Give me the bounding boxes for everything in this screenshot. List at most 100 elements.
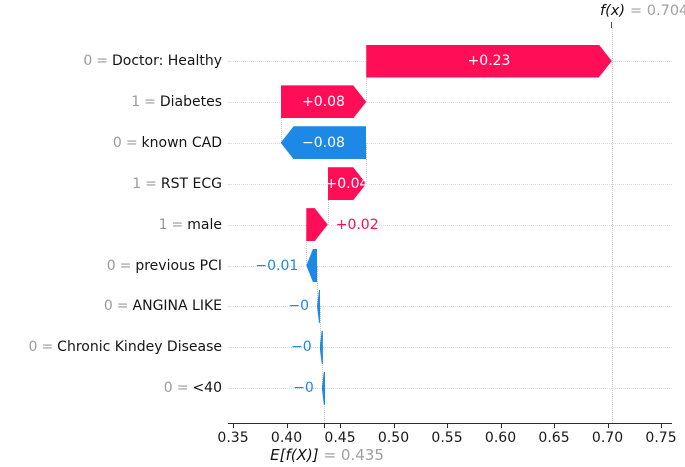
x-axis-tick xyxy=(340,423,342,428)
feature-name: ANGINA LIKE xyxy=(132,298,222,315)
feature-row-label: 0 = Chronic Kindey Disease xyxy=(0,339,222,355)
feature-row-label: 1 = male xyxy=(0,217,222,233)
x-axis-tick xyxy=(661,423,663,428)
feature-value: 0 xyxy=(163,380,173,397)
row-gridline xyxy=(228,101,672,103)
equals-sign: = xyxy=(176,380,189,397)
shap-value-label: −0 xyxy=(291,339,312,356)
equals-sign: = xyxy=(171,216,184,233)
feature-name: RST ECG xyxy=(160,175,222,192)
feature-row-label: 1 = RST ECG xyxy=(0,176,222,192)
row-gridline xyxy=(228,224,672,226)
x-axis-tick-label: 0.55 xyxy=(431,430,463,446)
feature-name: male xyxy=(187,216,222,233)
feature-name: known CAD xyxy=(141,134,222,151)
waterfall-connector-line xyxy=(306,224,308,266)
feature-row-label: 1 = Diabetes xyxy=(0,94,222,110)
equals-sign: = xyxy=(125,134,138,151)
shap-value-label: −0 xyxy=(293,380,314,397)
x-axis-line xyxy=(228,423,672,424)
feature-value: 0 xyxy=(112,134,122,151)
x-axis-tick-label: 0.60 xyxy=(484,430,517,446)
waterfall-connector-line xyxy=(366,142,368,184)
ef-value: = 0.435 xyxy=(323,446,384,464)
feature-name: Doctor: Healthy xyxy=(111,53,222,69)
x-axis-tick-label: 0.65 xyxy=(538,430,570,446)
x-axis-tick xyxy=(607,423,609,428)
feature-row-label: 0 = known CAD xyxy=(0,135,222,151)
ef-label: E[f(X)] xyxy=(270,446,319,464)
waterfall-connector-line xyxy=(321,347,323,389)
feature-value: 1 xyxy=(132,175,142,192)
row-gridline xyxy=(228,388,672,390)
feature-name: Diabetes xyxy=(159,93,222,110)
equals-sign: = xyxy=(145,175,157,192)
fx-value: = 0.704 xyxy=(630,3,685,19)
feature-name: <40 xyxy=(192,380,222,397)
row-gridline xyxy=(228,306,672,308)
fx-tick-mark xyxy=(611,22,612,28)
shap-arrow-bar xyxy=(319,330,323,364)
shap-value-label: +0.02 xyxy=(335,216,379,233)
equals-sign: = xyxy=(116,298,129,315)
feature-name: previous PCI xyxy=(135,257,222,274)
feature-row-label: 0 = previous PCI xyxy=(0,258,222,274)
x-axis-tick-label: 0.50 xyxy=(377,430,410,446)
x-axis-tick-label: 0.70 xyxy=(591,430,624,446)
shap-arrow-bar xyxy=(306,249,317,282)
x-axis-tick-label: 0.45 xyxy=(324,430,356,446)
row-gridline xyxy=(228,347,672,349)
fx-label: f(x) xyxy=(600,3,625,19)
feature-value: 0 xyxy=(83,53,93,69)
feature-row-label: 0 = <40 xyxy=(0,380,222,396)
plot-area: +0.23 +0.08 −0.08 +0.04 +0.02 −0.01 −0 −0 −0 0.35… xyxy=(217,28,677,446)
feature-row-label: 0 = ANGINA LIKE xyxy=(0,298,222,314)
fx-annotation: f(x) = 0.704 xyxy=(600,3,685,19)
feature-value: 0 xyxy=(103,298,113,315)
feature-value: 0 xyxy=(106,257,116,274)
feature-value: 1 xyxy=(158,216,168,233)
ef-axis-tick xyxy=(323,423,325,428)
feature-value: 1 xyxy=(131,93,141,110)
equals-sign: = xyxy=(96,53,108,69)
equals-sign: = xyxy=(119,257,132,274)
waterfall-connector-line xyxy=(317,265,319,307)
waterfall-connector-line xyxy=(366,61,368,102)
shap-arrow-bar xyxy=(280,126,367,160)
feature-name: Chronic Kindey Disease xyxy=(57,339,222,356)
shap-value-label: +0.08 xyxy=(301,93,345,110)
shap-arrow-bar xyxy=(317,289,321,323)
x-axis-tick xyxy=(500,423,502,428)
waterfall-connector-line xyxy=(280,101,282,143)
row-gridline xyxy=(228,183,672,185)
shap-value-label: +0.23 xyxy=(467,53,511,69)
fx-reference-line xyxy=(611,28,613,423)
x-axis-tick-label: 0.40 xyxy=(270,430,303,446)
shap-value-label: −0 xyxy=(288,298,310,315)
row-gridline xyxy=(228,142,672,144)
equals-sign: = xyxy=(41,339,54,356)
x-axis-tick xyxy=(286,423,288,428)
ef-reference-line xyxy=(323,388,325,423)
shap-arrow-bar xyxy=(306,208,327,241)
shap-arrow-bar xyxy=(281,85,367,118)
x-axis-tick-label: 0.75 xyxy=(645,430,677,446)
shap-value-label: −0.01 xyxy=(255,257,299,274)
waterfall-connector-line xyxy=(327,183,329,225)
shap-arrow-bar xyxy=(366,45,612,78)
feature-row-label: 0 = Doctor: Healthy xyxy=(0,53,222,69)
waterfall-connector-line xyxy=(319,306,321,348)
row-gridline xyxy=(228,265,672,267)
shap-value-label: +0.04 xyxy=(325,175,369,192)
ef-annotation: E[f(X)] = 0.435 xyxy=(270,446,384,464)
equals-sign: = xyxy=(144,93,156,110)
feature-value: 0 xyxy=(28,339,38,356)
x-axis-tick xyxy=(554,423,556,428)
x-axis-tick xyxy=(447,423,449,428)
x-axis-tick-label: 0.35 xyxy=(217,430,249,446)
x-axis-tick xyxy=(233,423,235,428)
shap-arrow-bar xyxy=(321,371,326,405)
shap-value-label: −0.08 xyxy=(301,134,345,151)
x-axis-tick xyxy=(393,423,395,428)
